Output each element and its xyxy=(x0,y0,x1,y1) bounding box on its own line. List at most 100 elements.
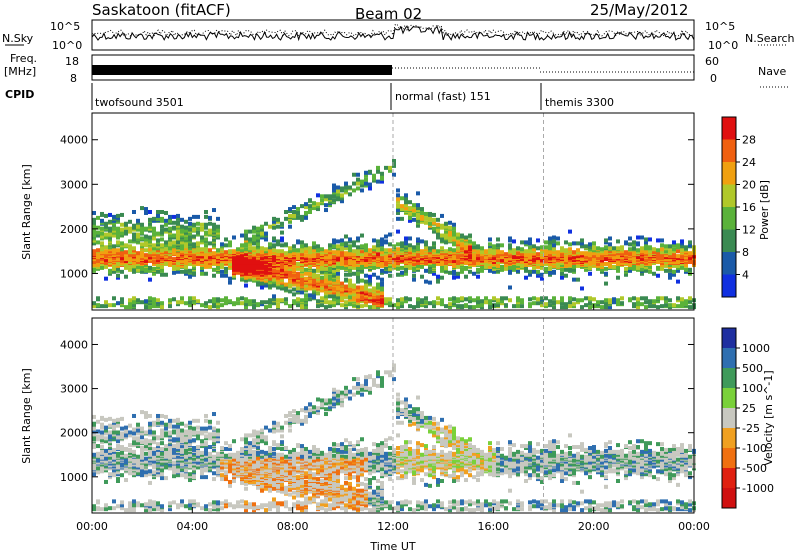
power-cell xyxy=(236,301,240,305)
power-cell xyxy=(132,233,136,237)
power-cell xyxy=(672,270,676,274)
velocity-cell xyxy=(124,478,128,482)
power-cell xyxy=(472,272,476,276)
velocity-cell xyxy=(148,439,152,443)
power-cell xyxy=(408,266,412,270)
velocity-cell xyxy=(160,414,164,418)
power-cell xyxy=(132,236,136,240)
power-cell xyxy=(108,220,112,224)
power-cell xyxy=(464,303,468,307)
power-cell xyxy=(188,275,192,279)
power-cell xyxy=(148,305,152,309)
power-cell xyxy=(264,300,268,304)
power-cell xyxy=(416,245,420,249)
power-cell xyxy=(156,238,160,242)
power-cell xyxy=(148,278,152,282)
power-cell xyxy=(140,206,144,210)
power-cell xyxy=(660,304,664,308)
power-cell xyxy=(380,269,384,273)
power-cell xyxy=(532,270,536,274)
power-cell xyxy=(168,298,172,302)
power-cell xyxy=(248,237,252,241)
velocity-cell xyxy=(116,418,120,422)
velocity-cell xyxy=(184,424,188,428)
power-cell xyxy=(340,303,344,307)
power-cell xyxy=(580,305,584,309)
power-cell xyxy=(572,265,576,269)
power-cell xyxy=(332,294,336,298)
power-cell xyxy=(568,230,572,234)
power-cell xyxy=(100,232,104,236)
power-cell xyxy=(152,267,156,271)
power-cell xyxy=(604,267,608,271)
power-cell xyxy=(160,265,164,269)
power-cell xyxy=(228,240,232,244)
power-cell xyxy=(368,305,372,309)
power-cell xyxy=(280,231,284,235)
power-cell xyxy=(168,242,172,246)
power-cell xyxy=(656,274,660,278)
power-cell xyxy=(108,213,112,217)
velocity-cell xyxy=(180,473,184,477)
power-cell xyxy=(432,300,436,304)
power-cell xyxy=(276,239,280,243)
power-cell xyxy=(160,273,164,277)
power-cell xyxy=(156,232,160,236)
power-cell xyxy=(360,234,364,238)
power-cell xyxy=(632,265,636,269)
power-cell xyxy=(180,270,184,274)
power-cell xyxy=(660,238,664,242)
power-cell xyxy=(104,304,108,308)
power-cell xyxy=(144,207,148,211)
power-cell xyxy=(476,296,480,300)
power-cell xyxy=(420,298,424,302)
power-cell xyxy=(576,298,580,302)
noise-right-tick-bottom: 10^0 xyxy=(708,39,738,52)
power-cell xyxy=(296,248,300,252)
power-cell xyxy=(376,166,380,170)
velocity-cell xyxy=(92,453,96,457)
power-cell xyxy=(368,183,372,187)
power-cell xyxy=(508,236,512,240)
power-cell xyxy=(344,285,348,289)
power-cell xyxy=(396,242,400,246)
colorbar-tick-label: 20 xyxy=(742,179,756,192)
power-cell xyxy=(192,215,196,219)
power-cell xyxy=(116,235,120,239)
velocity-cell xyxy=(92,422,96,426)
power-cell xyxy=(112,215,116,219)
velocity-cell xyxy=(160,476,164,480)
velocity-cell xyxy=(128,448,132,452)
power-cell xyxy=(448,226,452,230)
velocity-cell xyxy=(160,421,164,425)
power-cell xyxy=(460,234,464,238)
velocity-cell xyxy=(132,499,136,503)
velocity-cell xyxy=(160,504,164,508)
power-cell xyxy=(536,246,540,250)
power-cell xyxy=(176,230,180,234)
power-cell xyxy=(384,239,388,243)
power-cell xyxy=(436,301,440,305)
power-cell xyxy=(320,303,324,307)
velocity-cell xyxy=(172,437,176,441)
power-cell xyxy=(328,300,332,304)
power-cell xyxy=(456,233,460,237)
power-cell xyxy=(672,303,676,307)
power-cell xyxy=(264,247,268,251)
velocity-cell xyxy=(168,501,172,505)
power-cell xyxy=(108,303,112,307)
power-cell xyxy=(380,247,384,251)
power-cell xyxy=(424,280,428,284)
power-cell xyxy=(348,279,352,283)
power-cell xyxy=(244,230,248,234)
power-cell xyxy=(484,249,488,253)
power-cell xyxy=(376,252,380,256)
power-cell xyxy=(188,296,192,300)
power-cell xyxy=(312,269,316,273)
power-cell xyxy=(92,249,96,253)
power-cell xyxy=(128,298,132,302)
power-cell xyxy=(368,170,372,174)
power-cell xyxy=(500,296,504,300)
power-cell xyxy=(516,251,520,255)
power-cell xyxy=(412,305,416,309)
